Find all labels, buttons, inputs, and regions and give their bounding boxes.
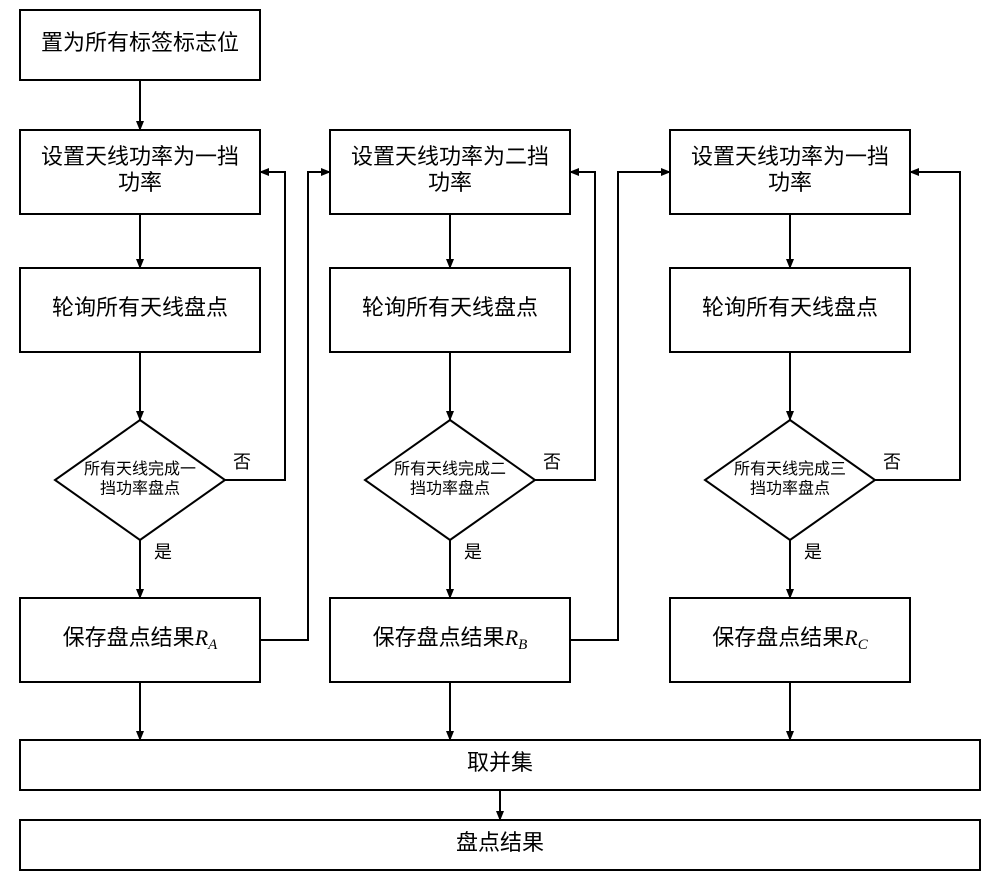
edge-c_dec-c_save-label: 是 [804,542,822,562]
node-a_dec: 所有天线完成一挡功率盘点 [55,420,225,540]
node-c_dec-text: 挡功率盘点 [750,478,830,497]
node-b_dec: 所有天线完成二挡功率盘点 [365,420,535,540]
node-b_poll: 轮询所有天线盘点 [330,268,570,352]
flowchart-canvas: 是是是否否否置为所有标签标志位设置天线功率为一挡功率设置天线功率为二挡功率设置天… [0,0,1000,883]
node-b_set-text: 设置天线功率为二挡 [351,144,549,169]
node-a_poll: 轮询所有天线盘点 [20,268,260,352]
edge-b_dec-b_save-label: 是 [464,542,482,562]
node-a_set-text: 功率 [118,170,162,195]
node-a_save: 保存盘点结果RA [20,598,260,682]
node-a_dec-text: 挡功率盘点 [100,478,180,497]
node-b_set-text: 功率 [428,170,472,195]
edge-a_save-b_set [260,172,330,640]
node-c_set: 设置天线功率为一挡功率 [670,130,910,214]
node-top-text: 置为所有标签标志位 [41,30,239,55]
node-result-text: 盘点结果 [456,830,544,855]
node-union-text: 取并集 [467,750,533,775]
node-union: 取并集 [20,740,980,790]
edge-a_dec-a_set-label: 否 [233,452,251,472]
edge-a_dec-a_save-label: 是 [154,542,172,562]
node-c_set-text: 功率 [768,170,812,195]
edge-b_save-c_set [570,172,670,640]
node-result: 盘点结果 [20,820,980,870]
node-c_poll: 轮询所有天线盘点 [670,268,910,352]
node-a_set-text: 设置天线功率为一挡 [41,144,239,169]
node-b_save: 保存盘点结果RB [330,598,570,682]
node-b_dec-text: 所有天线完成二 [394,460,506,478]
node-c_save-text: 保存盘点结果RC [712,625,868,653]
node-top: 置为所有标签标志位 [20,10,260,80]
node-b_poll-text: 轮询所有天线盘点 [362,295,538,320]
node-a_dec-text: 所有天线完成一 [84,460,196,478]
node-a_save-text: 保存盘点结果RA [63,625,218,653]
node-a_set: 设置天线功率为一挡功率 [20,130,260,214]
node-b_save-text: 保存盘点结果RB [373,625,528,653]
node-c_poll-text: 轮询所有天线盘点 [702,295,878,320]
edge-c_dec-c_set-label: 否 [883,452,901,472]
node-c_save: 保存盘点结果RC [670,598,910,682]
node-c_dec-text: 所有天线完成三 [734,460,846,478]
node-b_dec-text: 挡功率盘点 [410,478,490,497]
node-b_set: 设置天线功率为二挡功率 [330,130,570,214]
node-a_poll-text: 轮询所有天线盘点 [52,295,228,320]
edge-b_dec-b_set-label: 否 [543,452,561,472]
node-c_set-text: 设置天线功率为一挡 [691,144,889,169]
node-c_dec: 所有天线完成三挡功率盘点 [705,420,875,540]
